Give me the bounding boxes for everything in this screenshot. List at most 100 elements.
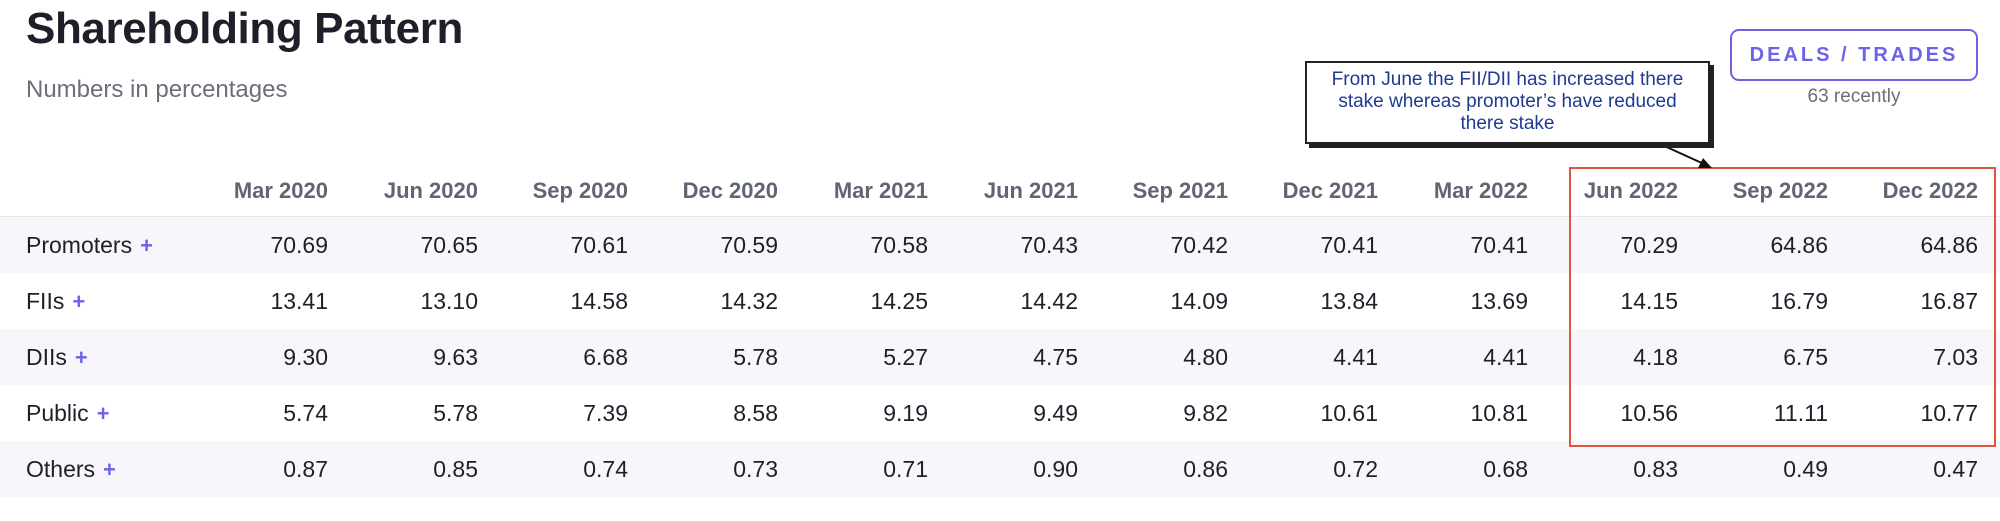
page-subtitle: Numbers in percentages xyxy=(26,76,288,103)
value-cell: 0.47 xyxy=(1850,441,2000,497)
value-cell: 16.87 xyxy=(1920,287,1978,314)
value-cell: 9.30 xyxy=(200,329,350,385)
column-header: Dec 2020 xyxy=(650,166,800,217)
value-cell: 11.11 xyxy=(1773,399,1828,426)
column-header: Dec 2021 xyxy=(1250,166,1400,217)
value-cell: 14.25 xyxy=(870,287,928,314)
value-cell: 4.75 xyxy=(950,329,1100,385)
value-cell: 64.86 xyxy=(1850,216,2000,273)
column-header: Mar 2020 xyxy=(200,166,350,217)
value-cell: 13.10 xyxy=(420,287,478,314)
value-cell: 9.63 xyxy=(350,329,500,385)
value-cell: 70.61 xyxy=(500,216,650,273)
expand-plus-icon[interactable]: + xyxy=(72,288,86,314)
value-cell: 10.61 xyxy=(1320,399,1378,426)
value-cell: 0.86 xyxy=(1100,441,1250,497)
column-header: Dec 2022 xyxy=(1850,166,2000,217)
row-name-cell[interactable]: DIIs + xyxy=(0,329,200,385)
value-cell: 0.71 xyxy=(800,441,950,497)
row-label: Promoters xyxy=(26,231,133,258)
expand-plus-icon[interactable]: + xyxy=(103,456,116,482)
value-cell: 14.15 xyxy=(1620,287,1678,314)
deals-recent-count: 63 recently xyxy=(1807,86,1901,107)
value-cell: 4.18 xyxy=(1550,329,1700,385)
value-cell: 70.41 xyxy=(1250,216,1400,273)
row-name-cell[interactable]: Public + xyxy=(0,385,200,441)
value-cell: 0.49 xyxy=(1700,441,1850,497)
table-header-name xyxy=(0,166,200,217)
value-cell: 0.90 xyxy=(950,441,1100,497)
value-cell: 70.29 xyxy=(1550,216,1700,273)
shareholding-table: Mar 2020 Jun 2020 Sep 2020 Dec 2020 Mar 2021… xyxy=(0,166,2000,497)
value-cell: 4.41 xyxy=(1400,329,1550,385)
value-cell: 6.75 xyxy=(1700,329,1850,385)
value-cell: 9.19 xyxy=(883,399,928,426)
value-cell: 10.77 xyxy=(1920,399,1978,426)
table-row: Promoters +70.69 70.65 70.61 70.59 70.58 70.43… xyxy=(0,216,2000,273)
table-row: Others +0.87 0.85 0.74 0.73 0.71 0.90 0.86 0.72 0… xyxy=(0,441,2000,497)
row-label: DIIs xyxy=(26,343,67,370)
row-label: FIIs xyxy=(26,287,65,314)
page-title: Shareholding Pattern xyxy=(26,4,463,53)
table-row: DIIs +9.30 9.63 6.68 5.78 5.27 4.75 4.80 4.41 4.4… xyxy=(0,329,2000,385)
row-name-cell[interactable]: Promoters + xyxy=(0,216,200,273)
value-cell: 4.41 xyxy=(1250,329,1400,385)
value-cell: 7.03 xyxy=(1850,329,2000,385)
value-cell: 9.82 xyxy=(1183,399,1228,426)
column-header: Jun 2020 xyxy=(350,166,500,217)
value-cell: 7.39 xyxy=(583,399,628,426)
value-cell: 5.27 xyxy=(800,329,950,385)
annotation-callout: From June the FII/DII has increased ther… xyxy=(1305,61,1710,144)
column-header: Mar 2022 xyxy=(1400,166,1550,217)
column-header: Jun 2022 xyxy=(1550,166,1700,217)
column-header: Sep 2020 xyxy=(500,166,650,217)
value-cell: 13.41 xyxy=(270,287,328,314)
value-cell: 10.56 xyxy=(1620,399,1678,426)
value-cell: 13.69 xyxy=(1470,287,1528,314)
value-cell: 16.79 xyxy=(1770,287,1828,314)
value-cell: 70.43 xyxy=(950,216,1100,273)
value-cell: 0.68 xyxy=(1400,441,1550,497)
expand-plus-icon[interactable]: + xyxy=(140,232,153,258)
value-cell: 10.81 xyxy=(1470,399,1528,426)
row-label: Public xyxy=(26,399,89,426)
value-cell: 5.78 xyxy=(650,329,800,385)
value-cell: 14.42 xyxy=(1020,287,1078,314)
column-header: Sep 2021 xyxy=(1100,166,1250,217)
value-cell: 64.86 xyxy=(1700,216,1850,273)
value-cell: 0.72 xyxy=(1250,441,1400,497)
column-header: Mar 2021 xyxy=(800,166,950,217)
value-cell: 14.58 xyxy=(570,287,628,314)
table-header-row: Mar 2020 Jun 2020 Sep 2020 Dec 2020 Mar 2021… xyxy=(0,166,2000,217)
value-cell: 0.83 xyxy=(1550,441,1700,497)
value-cell: 13.84 xyxy=(1320,287,1378,314)
column-header: Sep 2022 xyxy=(1700,166,1850,217)
deals-trades-button[interactable]: DEALS / TRADES xyxy=(1730,29,1978,81)
highlight-box xyxy=(1569,167,1996,447)
value-cell: 4.80 xyxy=(1100,329,1250,385)
value-cell: 0.73 xyxy=(650,441,800,497)
expand-plus-icon[interactable]: + xyxy=(74,344,88,370)
value-cell: 14.09 xyxy=(1170,287,1228,314)
value-cell: 0.74 xyxy=(500,441,650,497)
column-header: Jun 2021 xyxy=(950,166,1100,217)
table-row: Public +5.74 5.78 7.39 8.58 9.19 9.49 9.82 10.61… xyxy=(0,385,2000,441)
row-name-cell[interactable]: Others + xyxy=(0,441,200,497)
value-cell: 70.69 xyxy=(200,216,350,273)
table-row: FIIs +13.41 13.10 14.58 14.32 14.25 14.42 14.09… xyxy=(0,273,2000,329)
row-name-cell[interactable]: FIIs + xyxy=(0,273,200,329)
value-cell: 70.41 xyxy=(1400,216,1550,273)
expand-plus-icon[interactable]: + xyxy=(96,400,110,426)
value-cell: 9.49 xyxy=(1033,399,1078,426)
value-cell: 70.65 xyxy=(350,216,500,273)
value-cell: 8.58 xyxy=(733,399,778,426)
value-cell: 70.58 xyxy=(800,216,950,273)
value-cell: 70.42 xyxy=(1100,216,1250,273)
value-cell: 70.59 xyxy=(650,216,800,273)
value-cell: 5.78 xyxy=(433,399,478,426)
row-label: Others xyxy=(26,455,96,482)
value-cell: 0.85 xyxy=(350,441,500,497)
value-cell: 14.32 xyxy=(720,287,778,314)
value-cell: 6.68 xyxy=(500,329,650,385)
value-cell: 0.87 xyxy=(200,441,350,497)
